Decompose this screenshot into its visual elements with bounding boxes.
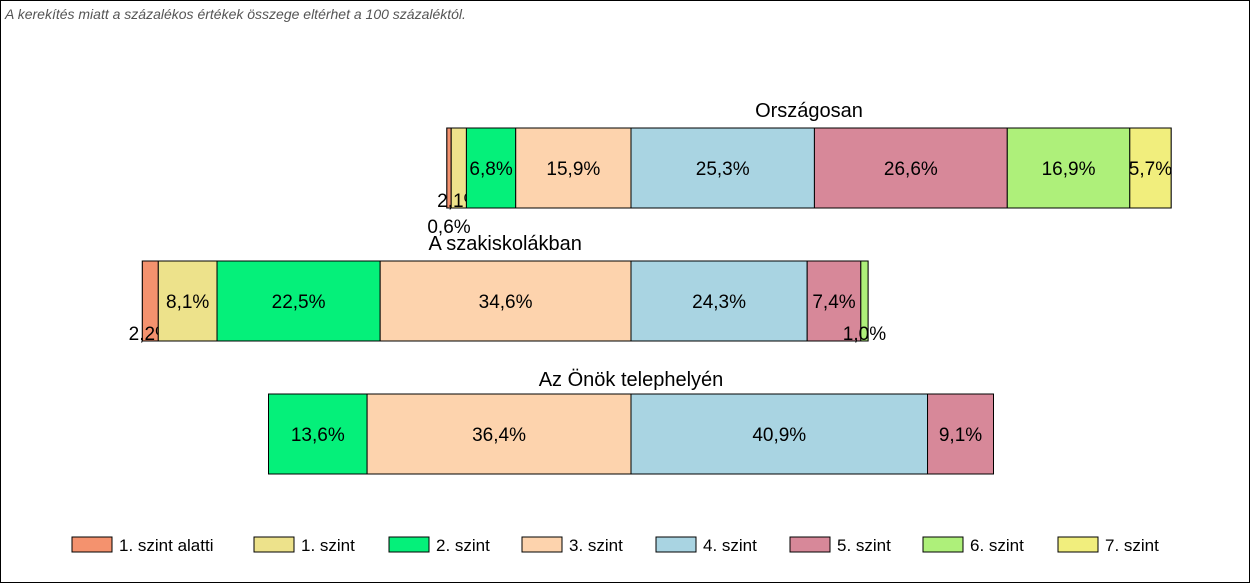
data-label: 7,4% [812,292,855,313]
bar-segment [860,260,869,342]
legend-item: 5. szint [789,536,891,555]
legend-swatch [388,536,430,553]
bar-segment [268,393,368,475]
bar-segment [630,260,808,342]
legend-swatch [253,536,295,553]
bar-segment [465,127,517,209]
legend-label: 7. szint [1105,536,1159,555]
data-label: 9,1% [939,425,982,446]
data-label: 34,6% [479,292,533,313]
bar-segment [1129,127,1172,209]
data-label: 40,9% [752,425,806,446]
bar-segment [157,260,218,342]
data-label: 25,3% [696,159,750,180]
legend-swatch [922,536,964,553]
legend-label: 3. szint [569,536,623,555]
data-label: 8,1% [166,292,209,313]
data-label: 13,6% [291,425,345,446]
legend-item: 7. szint [1057,536,1159,555]
data-label: 1,0% [843,324,886,345]
legend-item: 1. szint alatti [71,536,214,555]
data-label: 22,5% [272,292,326,313]
legend-item: 6. szint [922,536,1024,555]
legend-label: 2. szint [436,536,490,555]
legend-item: 3. szint [521,536,623,555]
bar-title: Az Önök telephelyén [539,369,724,391]
legend-swatch [1057,536,1099,553]
rounding-note: A kerekítés miatt a százalékos értékek ö… [5,6,466,22]
bar-segment [379,260,632,342]
legend-swatch [71,536,113,553]
legend-label: 5. szint [837,536,891,555]
bar-segment [216,260,381,342]
data-label: 26,6% [884,159,938,180]
bar-segment [630,393,929,475]
legend-item: 2. szint [388,536,490,555]
data-label: 16,9% [1042,159,1096,180]
bar-group-3: Az Önök telephelyén 13,6% 36,4% 40,9% 9,1% [268,369,995,475]
legend-item: 1. szint [253,536,355,555]
bar-title: Országosan [755,100,863,122]
legend-label: 1. szint [301,536,355,555]
bar-segment [806,260,862,342]
legend-swatch [521,536,563,553]
bar-segment [927,393,995,475]
legend-swatch [655,536,697,553]
legend-label: 6. szint [970,536,1024,555]
data-label: 24,3% [692,292,746,313]
bar-segment [515,127,632,209]
data-label: 15,9% [546,159,600,180]
legend-label: 1. szint alatti [119,536,214,555]
bar-segment [1006,127,1131,209]
legend: 1. szint alatti 1. szint 2. szint 3. szint 4… [71,536,1159,555]
legend-swatch [789,536,831,553]
bar-title: A szakiskolákban [429,233,582,255]
data-label: 36,4% [472,425,526,446]
data-label: 5,7% [1129,159,1172,180]
data-label: 6,8% [469,159,512,180]
data-label: 0,6% [427,217,470,238]
legend-item: 4. szint [655,536,757,555]
legend-label: 4. szint [703,536,757,555]
